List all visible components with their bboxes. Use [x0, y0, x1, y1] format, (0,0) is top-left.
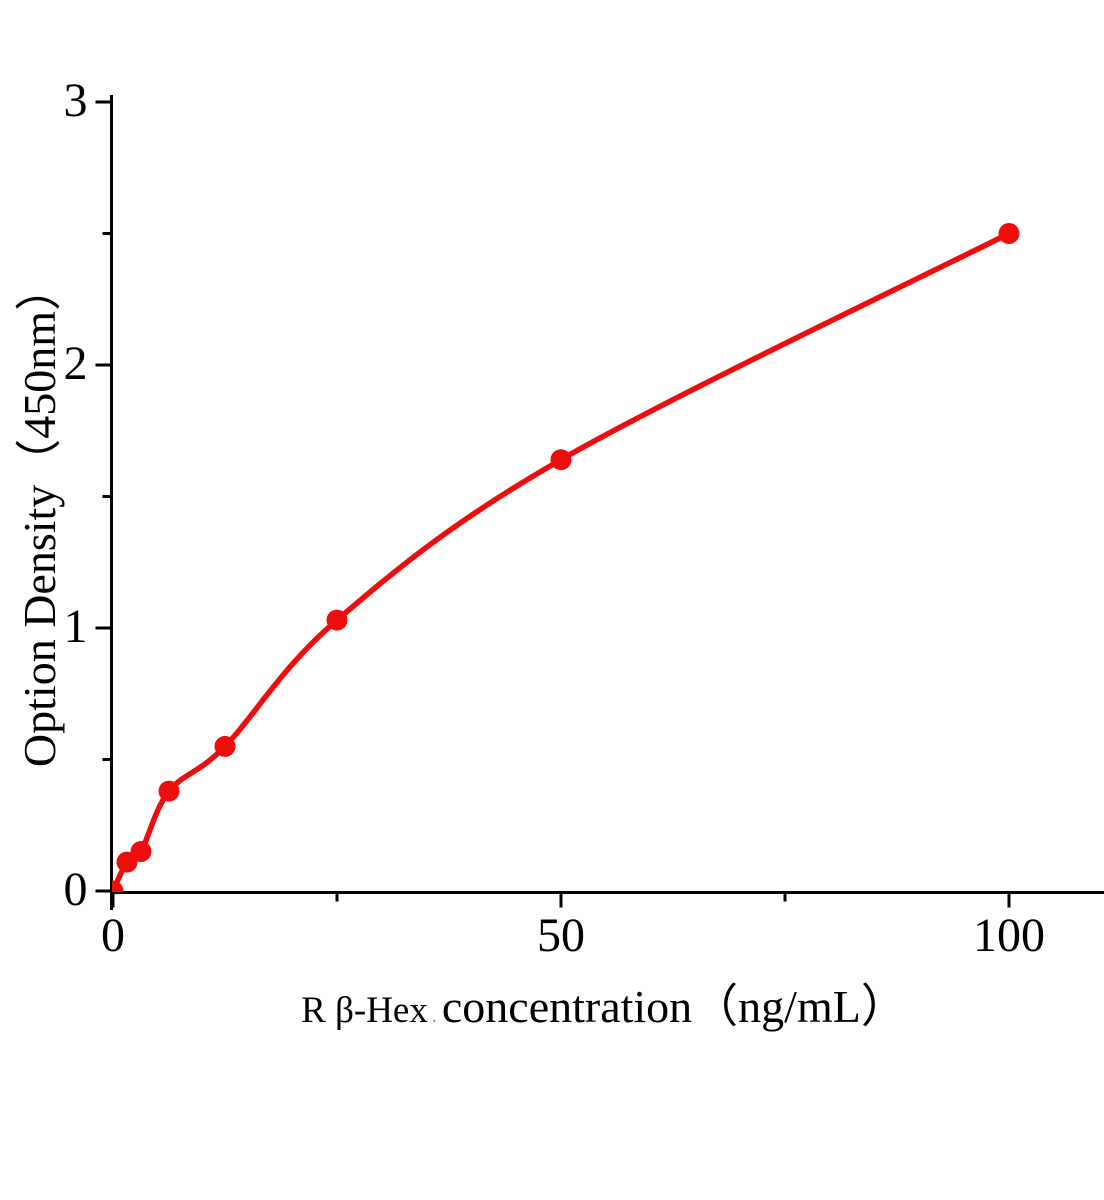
x-tick-label: 0: [101, 908, 125, 962]
x-tick-label: 100: [973, 908, 1045, 962]
data-point-marker: [214, 735, 236, 757]
y-tick-label: 1: [63, 600, 88, 653]
x-tick-label: 50: [537, 908, 585, 962]
x-axis-title-period: .: [431, 1005, 437, 1027]
x-axis-title-main: concentration（ng/mL）: [441, 981, 907, 1032]
data-point-marker: [158, 780, 180, 802]
x-axis-title-prefix: R β-Hex: [301, 990, 428, 1031]
standard-curve-line: [112, 230, 1012, 892]
data-point-marker: [550, 449, 572, 471]
x-axis-title: R β-Hex. concentration（ng/mL）: [301, 970, 907, 1036]
y-tick-label: 3: [63, 74, 88, 127]
data-point-marker: [326, 609, 348, 631]
data-point-marker: [998, 223, 1020, 244]
y-tick-label: 0: [63, 863, 88, 916]
data-point-marker: [112, 880, 124, 892]
data-point-marker: [130, 841, 152, 862]
y-tick-label: 2: [63, 337, 88, 390]
